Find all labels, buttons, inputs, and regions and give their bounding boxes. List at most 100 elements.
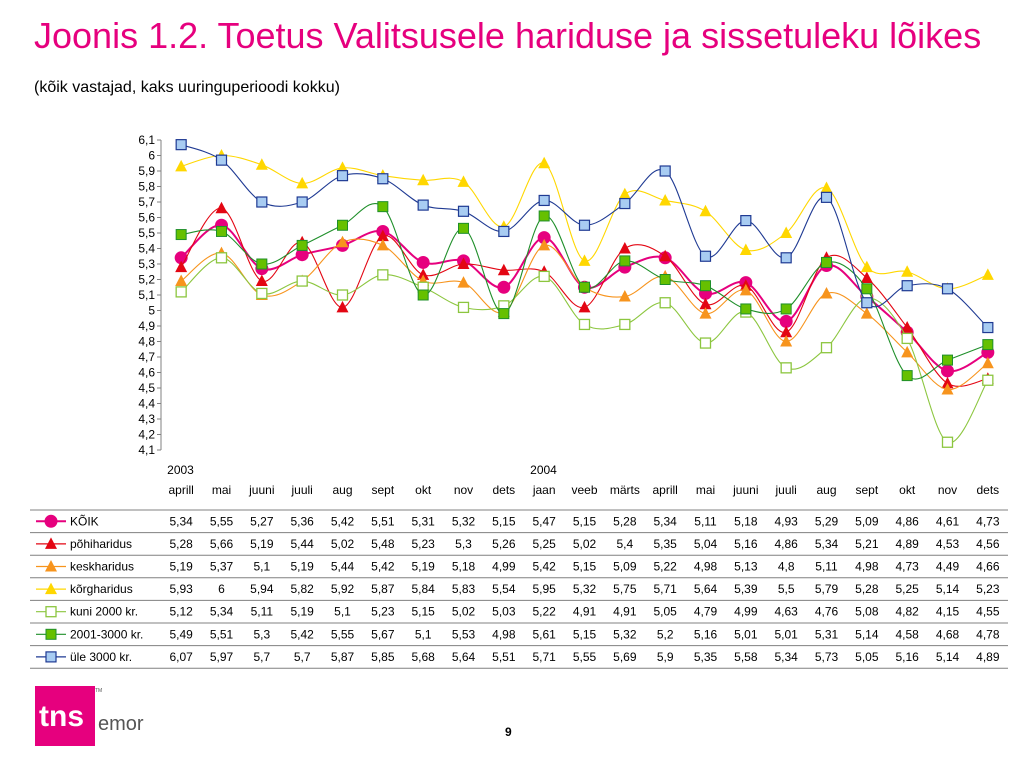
table-cell: 5,19 [290,560,314,574]
table-cell: 5,92 [331,582,355,596]
table-cell: 5,19 [411,560,435,574]
data-point [457,301,470,314]
data-point [45,651,57,663]
table-cell: 5,16 [694,627,718,641]
table-cell: 4,73 [895,560,919,574]
data-point [336,161,349,173]
table-cell: 5,18 [452,560,476,574]
data-point [941,283,954,295]
data-point [941,364,954,378]
table-cell: 5,53 [452,627,476,641]
data-point [981,356,994,369]
data-point [779,314,793,328]
logo-square [35,686,95,746]
data-point [336,235,349,248]
y-tick-label: 6 [148,149,155,163]
series-5 [175,201,994,382]
table-cell: 4,76 [815,605,839,619]
table-cell: 5,21 [855,537,879,551]
y-tick-label: 5,5 [138,226,155,240]
data-point [416,255,430,269]
series-6 [175,139,994,334]
slide-subtitle: (kõik vastajad, kaks uuringuperioodi kok… [34,79,340,96]
table-cell: 5,15 [573,514,597,528]
table-cell: 5,14 [855,627,879,641]
data-point [700,280,711,292]
legend-label: KÕIK [70,513,99,528]
table-cell: 5,67 [371,627,395,641]
x-category-label: dets [976,483,999,497]
legend-label: 2001-3000 kr. [70,627,143,641]
data-point [941,436,954,448]
table-cell: 5,16 [895,650,919,664]
logo-tm-text: TM [95,688,102,694]
table-cell: 5,05 [653,605,677,619]
table-cell: 5,95 [532,582,556,596]
table-cell: 4,78 [976,627,1000,641]
table-cell: 5,28 [169,537,193,551]
table-cell: 5,75 [613,582,637,596]
table-cell: 5,51 [371,514,395,528]
data-point [860,307,873,319]
data-point [982,374,994,386]
page-number: 9 [505,725,512,739]
y-tick-label: 5,9 [138,164,155,178]
table-cell: 5,09 [855,514,879,528]
x-category-label: jaan [532,483,556,497]
table-cell: 5,64 [452,650,476,664]
year-label: 2003 [167,463,194,477]
data-point [417,199,429,211]
table-cell: 5,19 [290,605,314,619]
table-cell: 5,05 [855,650,879,664]
y-tick-label: 5 [148,304,155,318]
slide-title: Joonis 1.2. Toetus Valitsusele hariduse … [34,14,1004,110]
table-cell: 5,11 [251,605,274,619]
table-cell: 4,55 [976,605,1000,619]
series-line [180,144,989,328]
y-tick-label: 5,3 [138,257,155,271]
y-tick-label: 4,9 [138,319,155,333]
y-tick-label: 5,7 [138,195,155,209]
table-cell: 5,97 [210,650,234,664]
data-point [45,606,57,618]
table-cell: 5,47 [532,514,556,528]
data-point [457,205,470,217]
chart-lines [174,139,995,448]
x-category-label: märts [610,483,640,497]
y-tick-label: 5,4 [138,242,155,256]
data-point [659,274,671,285]
table-cell: 5,14 [936,582,960,596]
y-tick-label: 5,6 [138,211,155,225]
table-cell: 5,58 [734,650,758,664]
table-cell: 5,34 [169,514,193,528]
data-point [498,308,510,320]
data-point [44,514,58,528]
legend-label: üle 3000 kr. [70,650,132,664]
table-cell: 5,83 [452,582,476,596]
data-point [780,335,793,347]
table-cell: 5,36 [290,514,314,528]
table-cell: 5,73 [815,650,839,664]
data-point [901,370,913,382]
data-point [901,321,914,333]
table-cell: 5,3 [455,537,472,551]
table-cell: 4,61 [936,514,960,528]
table-cell: 5,1 [334,605,351,619]
data-table: KÕIK 5,34 5,55 5,27 5,36 5,42 5,51 5,31 5,32 5,15… [30,509,1008,669]
table-cell: 5,15 [573,627,597,641]
data-point [820,181,833,194]
table-cell: 5,25 [895,582,919,596]
table-cell: 4,99 [734,605,758,619]
data-point [981,268,994,280]
data-point [417,268,430,280]
table-cell: 5,29 [815,514,839,528]
table-cell: 4,91 [613,605,637,619]
table-cell: 5,44 [331,560,355,574]
data-point [618,290,631,302]
data-point [619,255,631,267]
data-point [417,173,430,186]
table-cell: 4,91 [573,605,597,619]
data-point [377,201,389,213]
table-cell: 5,08 [855,605,879,619]
table-cell: 4,82 [895,605,919,619]
